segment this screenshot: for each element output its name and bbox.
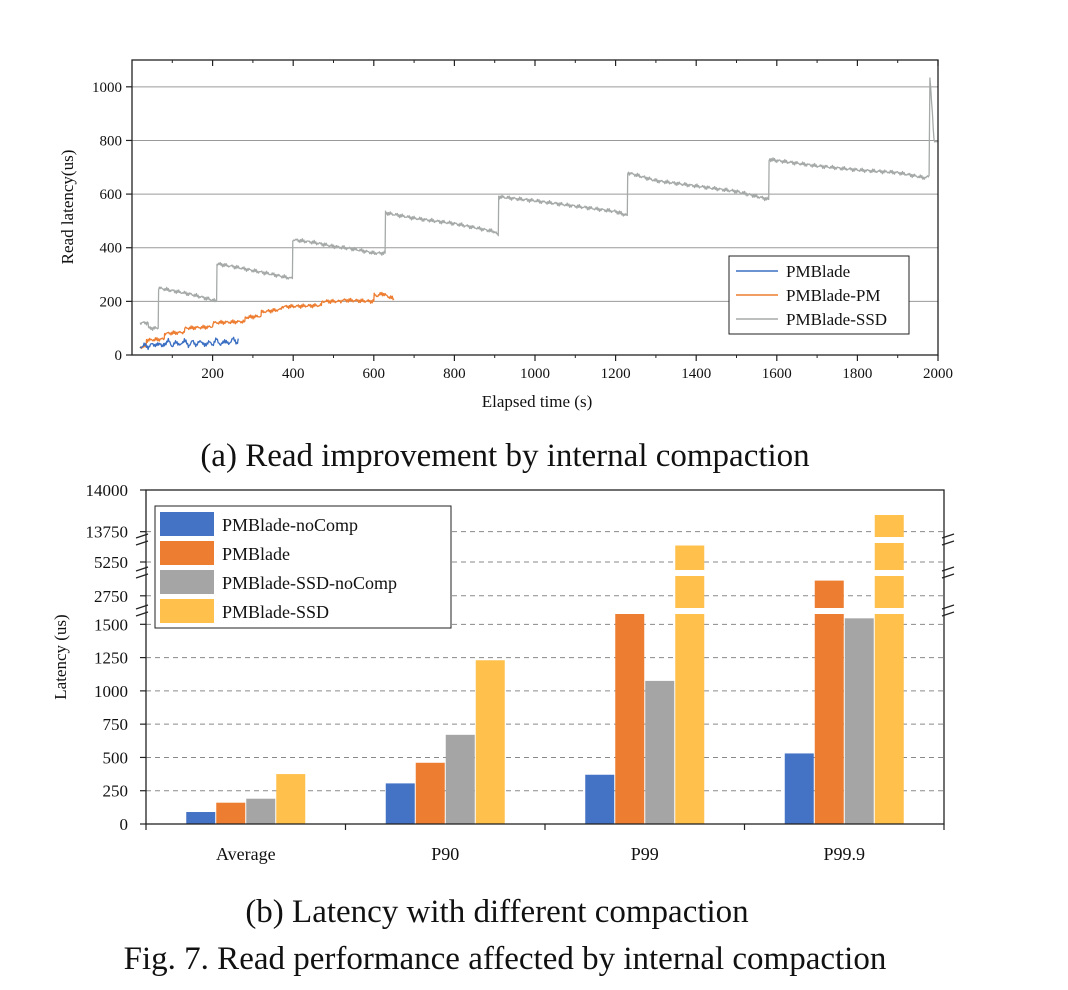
bar-pmblade-ssd-nocomp-p99 <box>645 680 675 824</box>
y-tick-label: 0 <box>120 815 129 834</box>
y-tick-label: 1500 <box>94 615 128 634</box>
bar-pmblade-ssd-nocomp-average <box>246 798 276 824</box>
x-tick-label: 200 <box>201 366 224 382</box>
x-category-label: Average <box>216 844 276 864</box>
series-line-pmblade-pm <box>139 291 395 350</box>
legend-label: PMBlade-SSD-noComp <box>222 573 397 593</box>
x-tick-label: 1800 <box>842 366 872 382</box>
legend-swatch-pmblade-nocomp <box>160 512 214 536</box>
bar-pmblade-p99 <box>615 611 645 824</box>
legend-swatch-pmblade-ssd <box>160 599 214 623</box>
y-tick-label: 400 <box>100 241 123 257</box>
bar-pmblade-p90 <box>415 762 445 824</box>
y-tick-label: 200 <box>100 294 123 310</box>
y-tick-label: 14000 <box>86 481 129 500</box>
legend-label: PMBlade <box>786 262 850 281</box>
break-gap <box>138 537 952 543</box>
grid-lines <box>146 531 944 792</box>
x-category-label: P99.9 <box>823 844 865 864</box>
x-tick-label: 1600 <box>762 366 792 382</box>
bar-pmblade-nocomp-p99.9 <box>784 753 814 824</box>
series-line-pmblade <box>139 336 239 351</box>
y-tick-label: 1000 <box>94 682 128 701</box>
line-series-group <box>139 77 939 351</box>
legend: PMBlade PMBlade-PM PMBlade-SSD <box>728 255 910 335</box>
legend-label: PMBlade <box>222 544 290 564</box>
y-tick-label: 750 <box>103 715 129 734</box>
y-tick-label: 1250 <box>94 649 128 668</box>
legend-swatch-pmblade <box>160 541 214 565</box>
bars-group <box>186 515 904 824</box>
bar-pmblade-average <box>216 802 246 824</box>
y-tick-label: 1000 <box>92 80 122 96</box>
legend-label: PMBlade-SSD <box>222 602 329 622</box>
break-gap <box>138 570 952 576</box>
bar-pmblade-nocomp-p90 <box>385 783 415 824</box>
axis-ticks: 0 200 400 600 800 1000 200 400 600 800 1000 1200 140… <box>92 60 953 382</box>
y-axis-label: Latency (us) <box>51 614 70 699</box>
bar-pmblade-ssd-nocomp-p99.9 <box>844 618 874 824</box>
x-tick-label: 800 <box>443 366 466 382</box>
y-axis-label: Read latency(us) <box>58 150 77 265</box>
axis-ticks: 0 250 500 750 1000 1250 1500 2750 5250 13750 14000… <box>86 481 945 864</box>
y-tick-label: 0 <box>115 348 123 364</box>
bar-pmblade-nocomp-p99 <box>585 774 615 824</box>
bar-chart-latency: 0 250 500 750 1000 1250 1500 2750 5250 13750 14000… <box>51 481 955 864</box>
legend-label: PMBlade-noComp <box>222 515 358 535</box>
x-axis-label: Elapsed time (s) <box>482 392 592 411</box>
legend-label: PMBlade-PM <box>786 286 880 305</box>
x-tick-label: 600 <box>363 366 386 382</box>
bar-pmblade-nocomp-average <box>186 812 216 824</box>
bar-pmblade-ssd-p90 <box>475 660 505 824</box>
bar-pmblade-ssd-nocomp-p90 <box>445 734 475 824</box>
x-tick-label: 1000 <box>520 366 550 382</box>
bar-pmblade-p99.9 <box>814 580 844 824</box>
line-chart-read-latency: 0 200 400 600 800 1000 200 400 600 800 1000 1200 140… <box>58 59 953 411</box>
x-tick-label: 1400 <box>681 366 711 382</box>
series-line-pmblade-ssd <box>139 77 939 331</box>
legend: PMBlade-noComp PMBlade PMBlade-SSD-noComp P… <box>154 505 452 629</box>
bar-pmblade-ssd-average <box>276 774 306 824</box>
x-category-label: P99 <box>631 844 659 864</box>
caption-a: (a) Read improvement by internal compact… <box>200 438 809 474</box>
x-tick-label: 400 <box>282 366 305 382</box>
bar-pmblade-ssd-p99 <box>675 545 705 824</box>
y-tick-label: 13750 <box>86 523 129 542</box>
bar-pmblade-ssd-p99.9 <box>874 515 904 824</box>
legend-label: PMBlade-SSD <box>786 310 887 329</box>
break-gap <box>138 608 952 614</box>
y-tick-label: 250 <box>103 782 129 801</box>
x-category-label: P90 <box>431 844 459 864</box>
legend-swatch-pmblade-ssd-nocomp <box>160 570 214 594</box>
x-tick-label: 2000 <box>923 366 953 382</box>
y-tick-label: 2750 <box>94 587 128 606</box>
figure-caption: Fig. 7. Read performance affected by int… <box>124 941 887 977</box>
y-tick-label: 800 <box>100 133 123 149</box>
y-tick-label: 500 <box>103 748 129 767</box>
y-tick-label: 600 <box>100 187 123 203</box>
x-tick-label: 1200 <box>601 366 631 382</box>
caption-b: (b) Latency with different compaction <box>245 894 748 930</box>
y-tick-label: 5250 <box>94 553 128 572</box>
